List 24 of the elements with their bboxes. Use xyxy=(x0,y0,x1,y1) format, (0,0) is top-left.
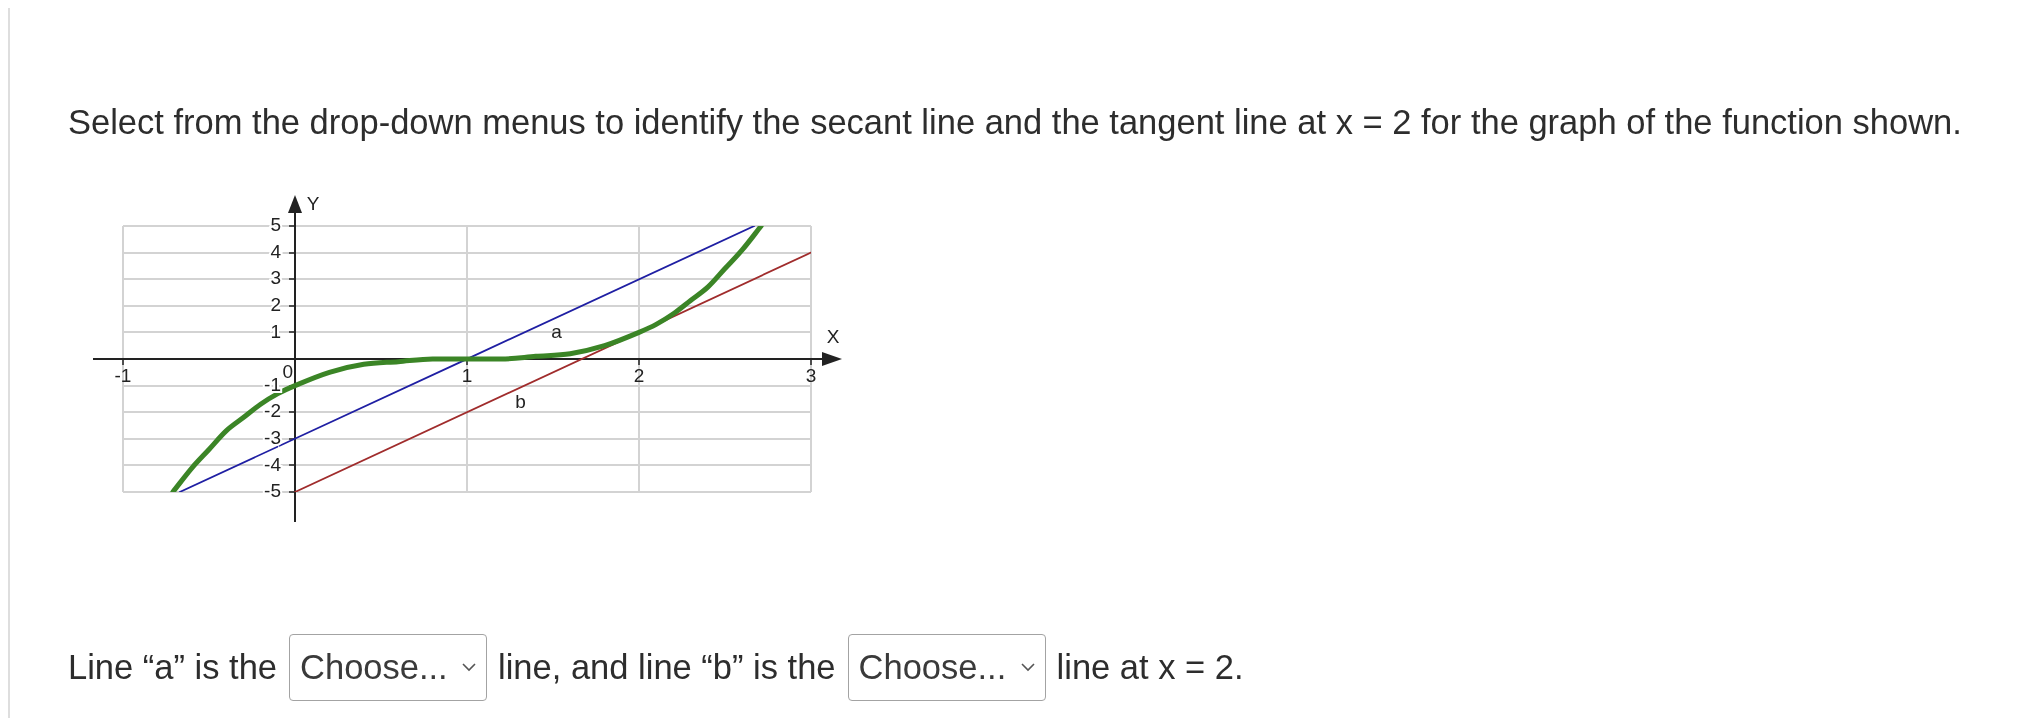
y-tick-label: -4 xyxy=(264,453,282,475)
y-tick-label: -2 xyxy=(264,400,281,422)
x-tick-label: 0 xyxy=(282,360,293,382)
dropdown: Choose... xyxy=(289,634,488,701)
series-label: b xyxy=(515,390,526,412)
text: Select from the drop-down menus to identify the secant line and the tangent line at x = 2 for the graph of the function shown. xyxy=(68,102,1962,142)
series-label: a xyxy=(551,320,563,342)
dropdown: Choose... xyxy=(847,634,1046,701)
y-tick-label: 5 xyxy=(270,214,281,236)
x-tick-label: 3 xyxy=(805,364,817,386)
text: line, and line “b” is the xyxy=(498,648,836,687)
y-axis-title: Y xyxy=(306,193,320,215)
x-tick-label: -1 xyxy=(114,364,132,386)
x-axis-title: X xyxy=(826,326,840,348)
y-tick-label: -3 xyxy=(264,427,281,449)
y-tick-label: -5 xyxy=(264,480,281,502)
y-tick-label: 1 xyxy=(270,320,281,342)
y-tick-label: 4 xyxy=(270,240,282,262)
y-tick-label: 2 xyxy=(270,294,281,316)
text: line at x = 2. xyxy=(1056,648,1244,687)
x-tick-label: 2 xyxy=(633,364,645,386)
text: Line “a” is the xyxy=(68,648,278,687)
x-tick-label: 1 xyxy=(461,364,473,386)
y-tick-label: 3 xyxy=(270,267,281,289)
